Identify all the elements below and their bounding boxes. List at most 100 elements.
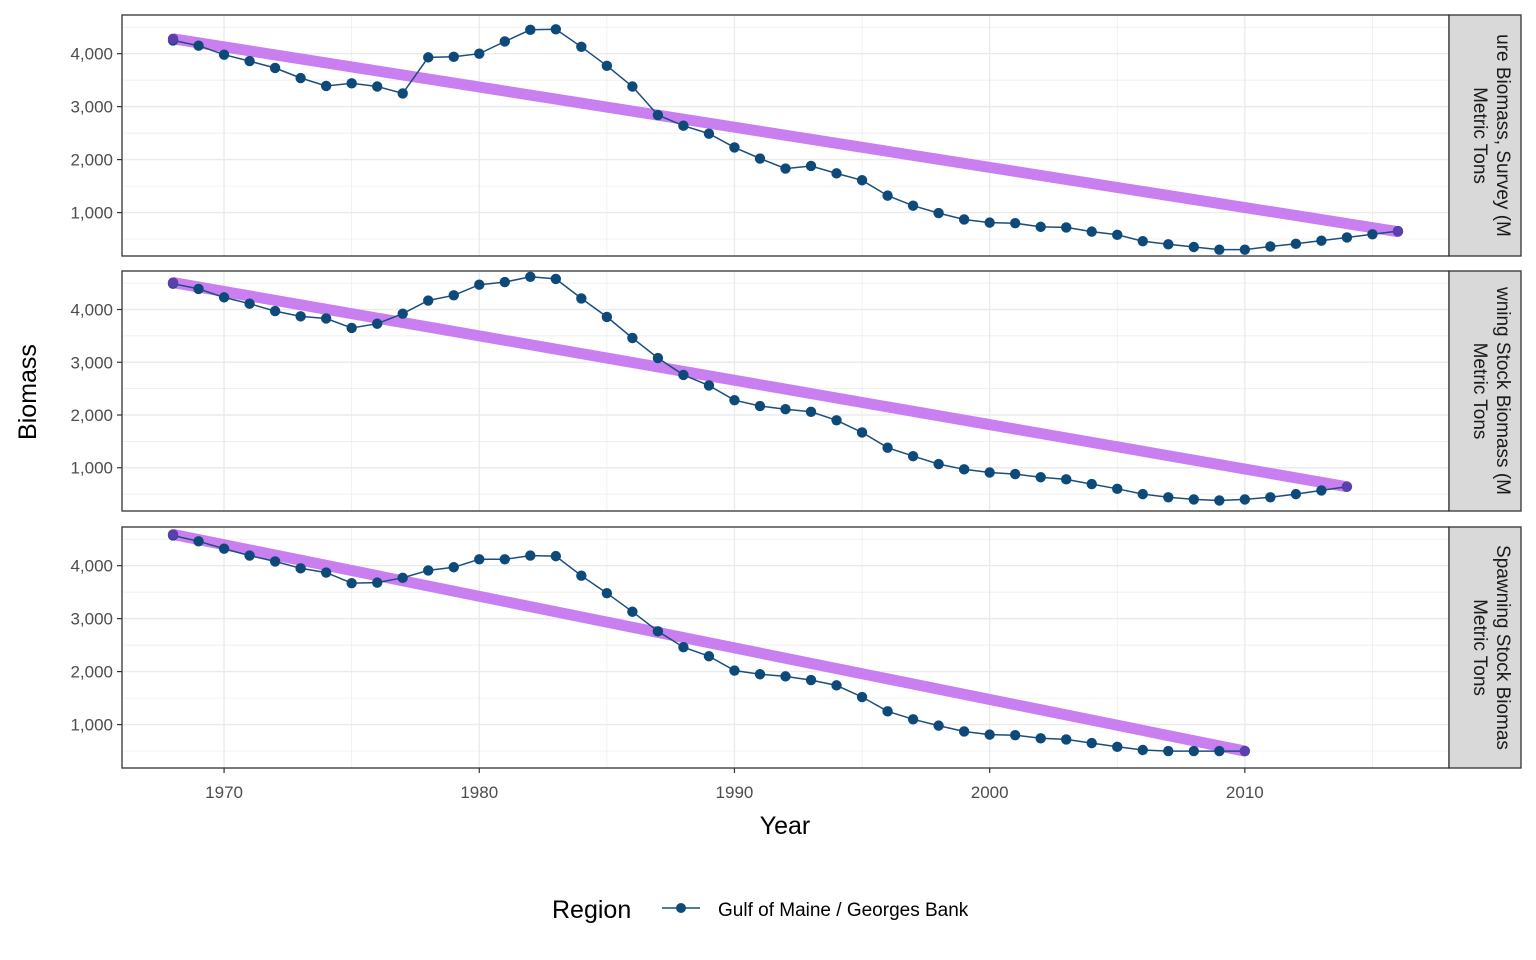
data-point bbox=[652, 109, 664, 121]
y-tick-label: 3,000 bbox=[70, 98, 113, 117]
trend-end-point bbox=[1239, 745, 1251, 757]
data-point bbox=[805, 406, 817, 418]
trend-line bbox=[171, 529, 1246, 757]
data-point bbox=[474, 279, 485, 290]
data-point bbox=[882, 190, 893, 201]
data-point bbox=[703, 128, 715, 139]
data-point bbox=[958, 464, 970, 475]
panel-3: 1,000 2,000 3,000 4,000 Spawning Stock Bioma… bbox=[70, 526, 1522, 769]
strip-label-line-1: ure Biomass, Survey (M bbox=[1492, 34, 1513, 237]
data-point bbox=[933, 207, 944, 219]
data-point bbox=[320, 80, 332, 92]
data-point bbox=[1137, 235, 1148, 247]
data-point bbox=[346, 577, 357, 589]
data-point bbox=[678, 642, 689, 653]
y-tick-label: 3,000 bbox=[70, 353, 113, 372]
data-point bbox=[627, 606, 638, 617]
data-point bbox=[1112, 483, 1123, 495]
data-point bbox=[805, 160, 817, 172]
data-point bbox=[1009, 217, 1021, 229]
legend: Region Gulf of Maine / Georges Bank bbox=[552, 896, 969, 924]
data-point bbox=[754, 669, 766, 680]
data-point bbox=[1009, 729, 1021, 741]
data-point bbox=[780, 403, 791, 415]
data-point bbox=[371, 577, 383, 588]
data-point bbox=[218, 543, 230, 554]
data-point bbox=[933, 720, 944, 731]
data-point bbox=[1214, 244, 1225, 255]
data-point bbox=[1086, 226, 1097, 237]
data-point bbox=[474, 554, 485, 565]
data-point bbox=[525, 271, 536, 283]
data-point bbox=[805, 674, 817, 686]
strip-background bbox=[1448, 270, 1522, 512]
y-tick-label: 1,000 bbox=[70, 459, 113, 478]
y-tick-label: 4,000 bbox=[70, 557, 113, 576]
data-point bbox=[269, 62, 281, 74]
data-point bbox=[346, 78, 357, 89]
strip-background bbox=[1448, 14, 1522, 257]
data-point bbox=[754, 400, 766, 412]
data-point bbox=[1163, 745, 1174, 757]
data-point bbox=[1265, 241, 1276, 252]
data-point bbox=[423, 565, 434, 576]
x-tick-label: 1980 bbox=[460, 783, 498, 802]
legend-key-point bbox=[676, 903, 686, 913]
y-tick-label: 1,000 bbox=[70, 716, 113, 735]
data-point bbox=[1265, 492, 1276, 503]
trend-end-point bbox=[1392, 226, 1404, 237]
data-point bbox=[678, 369, 689, 381]
data-point bbox=[601, 311, 613, 323]
data-point bbox=[703, 651, 715, 662]
data-point bbox=[882, 442, 893, 453]
data-point bbox=[423, 295, 434, 306]
data-point bbox=[729, 395, 740, 406]
data-point bbox=[627, 81, 638, 92]
y-tick-label: 4,000 bbox=[70, 301, 113, 320]
data-point bbox=[193, 283, 204, 295]
y-tick-label: 4,000 bbox=[70, 45, 113, 64]
data-point bbox=[652, 626, 664, 637]
data-point bbox=[856, 691, 868, 703]
data-point bbox=[1188, 241, 1200, 253]
facet-panels: 1,000 2,000 3,000 4,000 ure Biomass, Survey … bbox=[70, 14, 1522, 769]
legend-entry: Gulf of Maine / Georges Bank bbox=[718, 900, 969, 921]
trend-end-point bbox=[1341, 481, 1353, 492]
data-point bbox=[1061, 474, 1072, 485]
data-point bbox=[474, 48, 485, 59]
data-point bbox=[244, 298, 255, 309]
data-point bbox=[320, 567, 332, 578]
data-point bbox=[525, 24, 536, 36]
x-tick-label: 1990 bbox=[716, 783, 754, 802]
data-point bbox=[295, 72, 306, 84]
data-point bbox=[1290, 488, 1302, 500]
data-point bbox=[371, 81, 383, 92]
data-point bbox=[984, 467, 995, 478]
strip-label-line-2: Metric Tons bbox=[1469, 87, 1490, 184]
data-point bbox=[882, 706, 893, 717]
data-point bbox=[448, 290, 459, 301]
data-point bbox=[1367, 229, 1378, 240]
x-axis: 1970 1980 1990 2000 2010 bbox=[205, 768, 1264, 802]
data-point bbox=[1035, 472, 1046, 483]
data-point bbox=[550, 273, 562, 285]
strip-label-line-2: Metric Tons bbox=[1469, 599, 1490, 696]
data-point bbox=[958, 214, 970, 225]
data-point bbox=[984, 729, 995, 740]
y-tick-label: 2,000 bbox=[70, 151, 113, 170]
data-point bbox=[1239, 494, 1251, 505]
data-point bbox=[550, 24, 562, 35]
data-point bbox=[627, 332, 638, 344]
data-point bbox=[1163, 492, 1174, 503]
data-point bbox=[678, 120, 689, 131]
data-point bbox=[1163, 239, 1174, 250]
strip-label-line-2: Metric Tons bbox=[1469, 343, 1490, 440]
data-point bbox=[780, 163, 791, 174]
data-point bbox=[907, 714, 919, 725]
data-point bbox=[371, 318, 383, 329]
data-point bbox=[831, 168, 842, 179]
data-point bbox=[856, 427, 868, 438]
data-point bbox=[193, 40, 204, 51]
